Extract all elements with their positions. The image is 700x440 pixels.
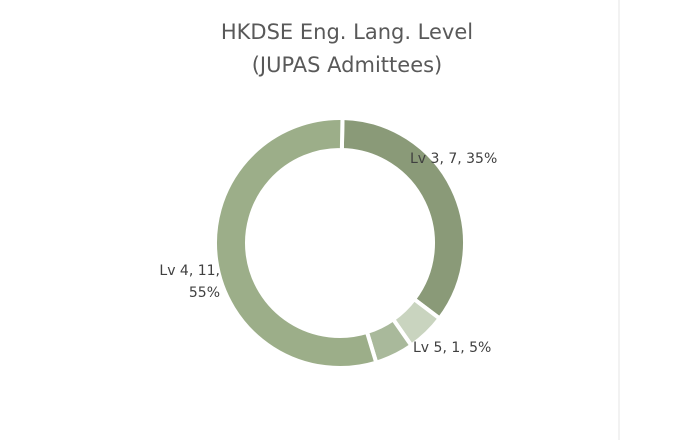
chart-subtitle: (JUPAS Admittees) (251, 53, 443, 77)
chart-title: HKDSE Eng. Lang. Level (220, 20, 474, 44)
data-label: Lv 4, 11, 55% (159, 263, 220, 301)
data-label: Lv 3, 7, 35% (410, 151, 498, 167)
data-label: Lv 5, 1, 5% (413, 340, 492, 356)
donut-segment (213, 116, 379, 370)
